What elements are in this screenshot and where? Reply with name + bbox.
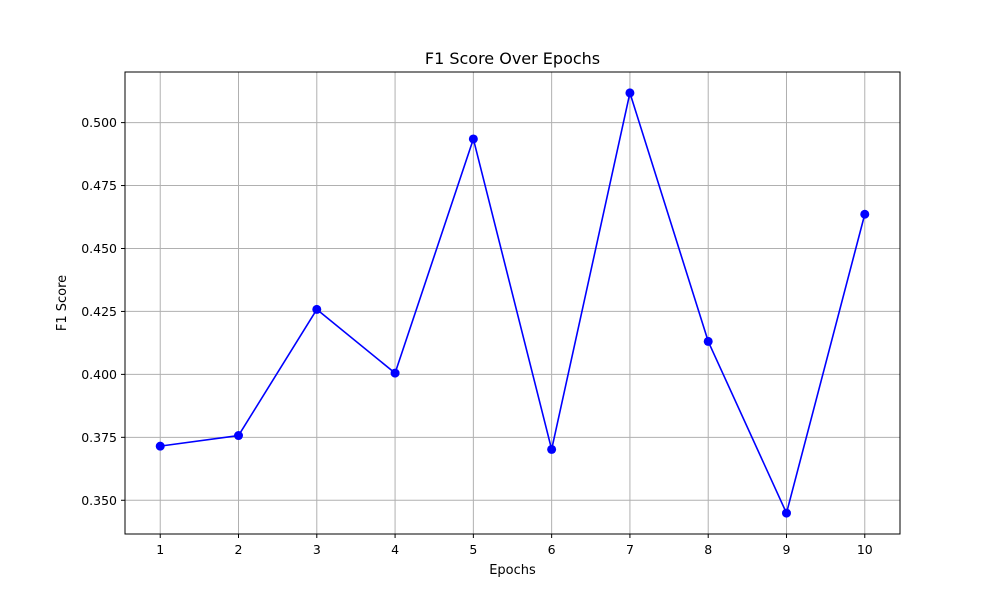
- y-tick-label: 0.350: [81, 493, 117, 508]
- x-tick-label: 9: [783, 542, 791, 557]
- x-axis-label: Epochs: [489, 563, 536, 578]
- data-point: [625, 88, 635, 98]
- x-tick-label: 2: [235, 542, 243, 557]
- data-point: [390, 368, 400, 378]
- y-tick-label: 0.450: [81, 241, 117, 256]
- series-line: [160, 92, 866, 514]
- data-point: [703, 336, 713, 346]
- data-point: [234, 431, 244, 441]
- y-tick-label: 0.475: [81, 178, 117, 193]
- data-point: [155, 441, 165, 451]
- x-tick-label: 8: [704, 542, 712, 557]
- grid: [125, 72, 900, 534]
- series-layer: [155, 88, 870, 518]
- chart-title: F1 Score Over Epochs: [425, 49, 600, 68]
- x-tick-label: 4: [391, 542, 399, 557]
- x-tick-label: 7: [626, 542, 634, 557]
- y-tick-label: 0.375: [81, 430, 117, 445]
- x-tick-label: 5: [469, 542, 477, 557]
- data-point: [312, 304, 322, 314]
- x-tick-label: 1: [156, 542, 164, 557]
- data-point: [468, 134, 478, 144]
- x-tick-label: 6: [548, 542, 556, 557]
- plot-area-frame: [124, 71, 901, 535]
- y-tick-label: 0.425: [81, 304, 117, 319]
- y-tick-label: 0.400: [81, 367, 117, 382]
- data-point: [860, 209, 870, 219]
- y-tick-label: 0.500: [81, 115, 117, 130]
- axis-ticks: 1 2 3 4 5 6 7 8 9 10 0.350 0.375 0.400 0.425 0.450 0.47…: [81, 115, 873, 557]
- data-point: [547, 444, 557, 454]
- y-axis-label: F1 Score: [55, 275, 70, 331]
- x-tick-label: 10: [857, 542, 873, 557]
- data-point: [781, 508, 791, 518]
- x-tick-label: 3: [313, 542, 321, 557]
